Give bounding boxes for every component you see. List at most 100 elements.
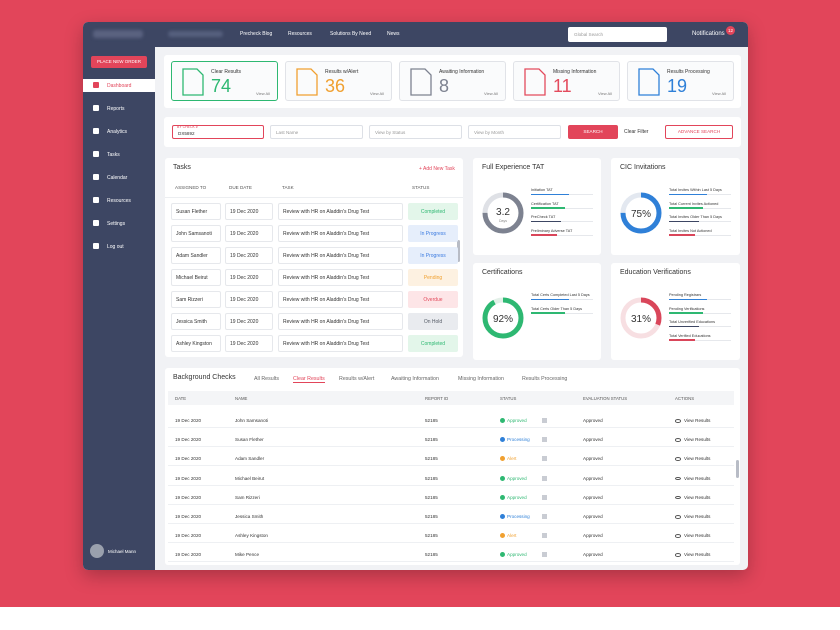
logo	[93, 30, 143, 38]
sidebar-item[interactable]: Calendar	[83, 171, 155, 184]
row-divider	[168, 427, 734, 428]
widget-title: CIC Invitations	[620, 164, 666, 171]
field-value: DX5892	[178, 131, 195, 136]
notifications[interactable]: Notifications	[692, 31, 725, 37]
nav-link[interactable]: Solutions By Need	[330, 31, 372, 37]
icon-outline	[410, 68, 432, 96]
info-icon	[542, 514, 547, 519]
report-cell: 52185	[425, 514, 438, 519]
tab[interactable]: Awaiting Information	[391, 376, 439, 382]
legend-bar	[669, 234, 731, 236]
task-cell: Review with HR on Aladdin's Drug Test	[278, 335, 403, 352]
icon-outline	[182, 68, 204, 96]
sidebar-item[interactable]: Dashboard	[83, 79, 155, 92]
status-icon	[500, 494, 505, 500]
nav-link[interactable]: Precheck Blog	[240, 31, 273, 37]
view-all[interactable]: View All	[598, 91, 612, 96]
status-icon	[500, 456, 505, 462]
legend-bar	[669, 326, 731, 327]
donut-value: 31%	[630, 314, 651, 325]
status-icon	[500, 514, 505, 519]
legend-label: Initiation TAT	[531, 188, 553, 192]
view-results[interactable]: View Results	[684, 533, 711, 539]
report-cell: 52185	[425, 456, 438, 462]
info-icon	[542, 437, 547, 443]
blurred-text	[168, 31, 223, 37]
task-cell: Review with HR on Aladdin's Drug Test	[278, 203, 403, 220]
check-field[interactable]: BY CHECK # DX5892	[172, 125, 264, 139]
status-select[interactable]: View by Status	[369, 125, 462, 139]
column-header: NAME	[235, 396, 248, 401]
stat-card[interactable]: Clear Results 74 View All	[171, 61, 278, 101]
view-all[interactable]: View All	[370, 91, 384, 96]
stat-value: 74	[211, 76, 232, 96]
nav-link[interactable]: Resources	[288, 31, 312, 37]
tab[interactable]: All Results	[254, 376, 280, 382]
sidebar-item[interactable]: Reports	[83, 102, 155, 115]
view-results[interactable]: View Results	[684, 552, 711, 558]
evaluation-cell: Approved	[583, 552, 603, 558]
legend-bar-fill	[531, 193, 569, 195]
status-icon	[500, 552, 505, 558]
view-all[interactable]: View All	[484, 91, 498, 96]
sidebar-icon	[93, 197, 99, 203]
date-cell: 19 Dec 2020	[175, 552, 202, 558]
column-header: ASSIGNED TO	[175, 185, 207, 190]
view-results[interactable]: View Results	[684, 494, 711, 500]
tab[interactable]: Missing Information	[458, 376, 504, 382]
sidebar-item[interactable]: Tasks	[83, 148, 155, 161]
sidebar-item[interactable]: Log out	[83, 240, 155, 253]
view-results[interactable]: View Results	[684, 418, 711, 423]
donut-arc	[482, 297, 524, 339]
name-cell: Susan Flether	[235, 437, 264, 443]
row-divider	[168, 484, 734, 486]
stat-card[interactable]: Awaiting Information 8 View All	[399, 61, 506, 101]
view-all[interactable]: View All	[712, 91, 726, 96]
stat-label: Missing Information	[553, 69, 597, 75]
sidebar-item[interactable]: Analytics	[83, 125, 155, 138]
sidebar-item[interactable]: Resources	[83, 194, 155, 207]
stat-value: 19	[667, 76, 688, 96]
view-results[interactable]: View Results	[684, 475, 711, 481]
tab[interactable]: Results w/Alert	[339, 376, 375, 382]
task-cell: Michael Beirut	[171, 269, 221, 286]
global-search[interactable]: Global Search	[568, 27, 667, 42]
advance-search[interactable]: ADVANCE SEARCH	[665, 125, 733, 139]
view-results[interactable]: View Results	[684, 456, 711, 462]
view-results[interactable]: View Results	[684, 514, 711, 519]
status-pill: Pending	[408, 269, 458, 286]
column-header: DUE DATE	[229, 185, 252, 190]
legend-label: Total Certs Completed Last 5 Days	[531, 293, 590, 297]
column-header: STATUS	[412, 185, 430, 190]
add-task[interactable]: + Add New Task	[419, 166, 455, 172]
stat-card[interactable]: Results w/Alert 36 View All	[285, 61, 392, 101]
legend-label: Total Invites Not Actioned	[669, 228, 712, 233]
place-order-button[interactable]: PLACE NEW ORDER	[91, 56, 147, 68]
task-cell: Review with HR on Aladdin's Drug Test	[278, 269, 403, 286]
stat-card[interactable]: Missing Information 11 View All	[513, 61, 620, 101]
evaluation-cell: Approved	[583, 533, 603, 539]
tab[interactable]: Clear Results	[293, 376, 325, 383]
month-select[interactable]: View by Month	[468, 125, 561, 139]
sidebar-label: Log out	[107, 244, 124, 250]
column-header: STATUS	[500, 396, 517, 401]
tab[interactable]: Results Processing	[522, 376, 568, 382]
view-all[interactable]: View All	[256, 91, 270, 96]
evaluation-cell: Approved	[583, 514, 603, 519]
view-results[interactable]: View Results	[684, 437, 711, 443]
sidebar-label: Resources	[107, 198, 131, 204]
stat-card[interactable]: Results Processing 19 View All	[627, 61, 734, 101]
info-icon	[542, 552, 547, 558]
search-button[interactable]: SEARCH	[568, 125, 618, 139]
legend-bar-fill	[669, 298, 707, 300]
view-icon	[675, 457, 681, 461]
widget-title: Full Experience TAT	[482, 164, 545, 171]
last-name-field[interactable]: Last Name	[270, 125, 363, 139]
sidebar-label: Dashboard	[107, 83, 132, 89]
clear-filter[interactable]: Clear Filter	[624, 129, 649, 135]
legend-bar-fill	[669, 207, 703, 209]
sidebar-item[interactable]: Settings	[83, 217, 155, 230]
donut-value: 3.2	[496, 207, 510, 218]
nav-link[interactable]: News	[387, 31, 400, 37]
status-icon	[500, 418, 505, 423]
